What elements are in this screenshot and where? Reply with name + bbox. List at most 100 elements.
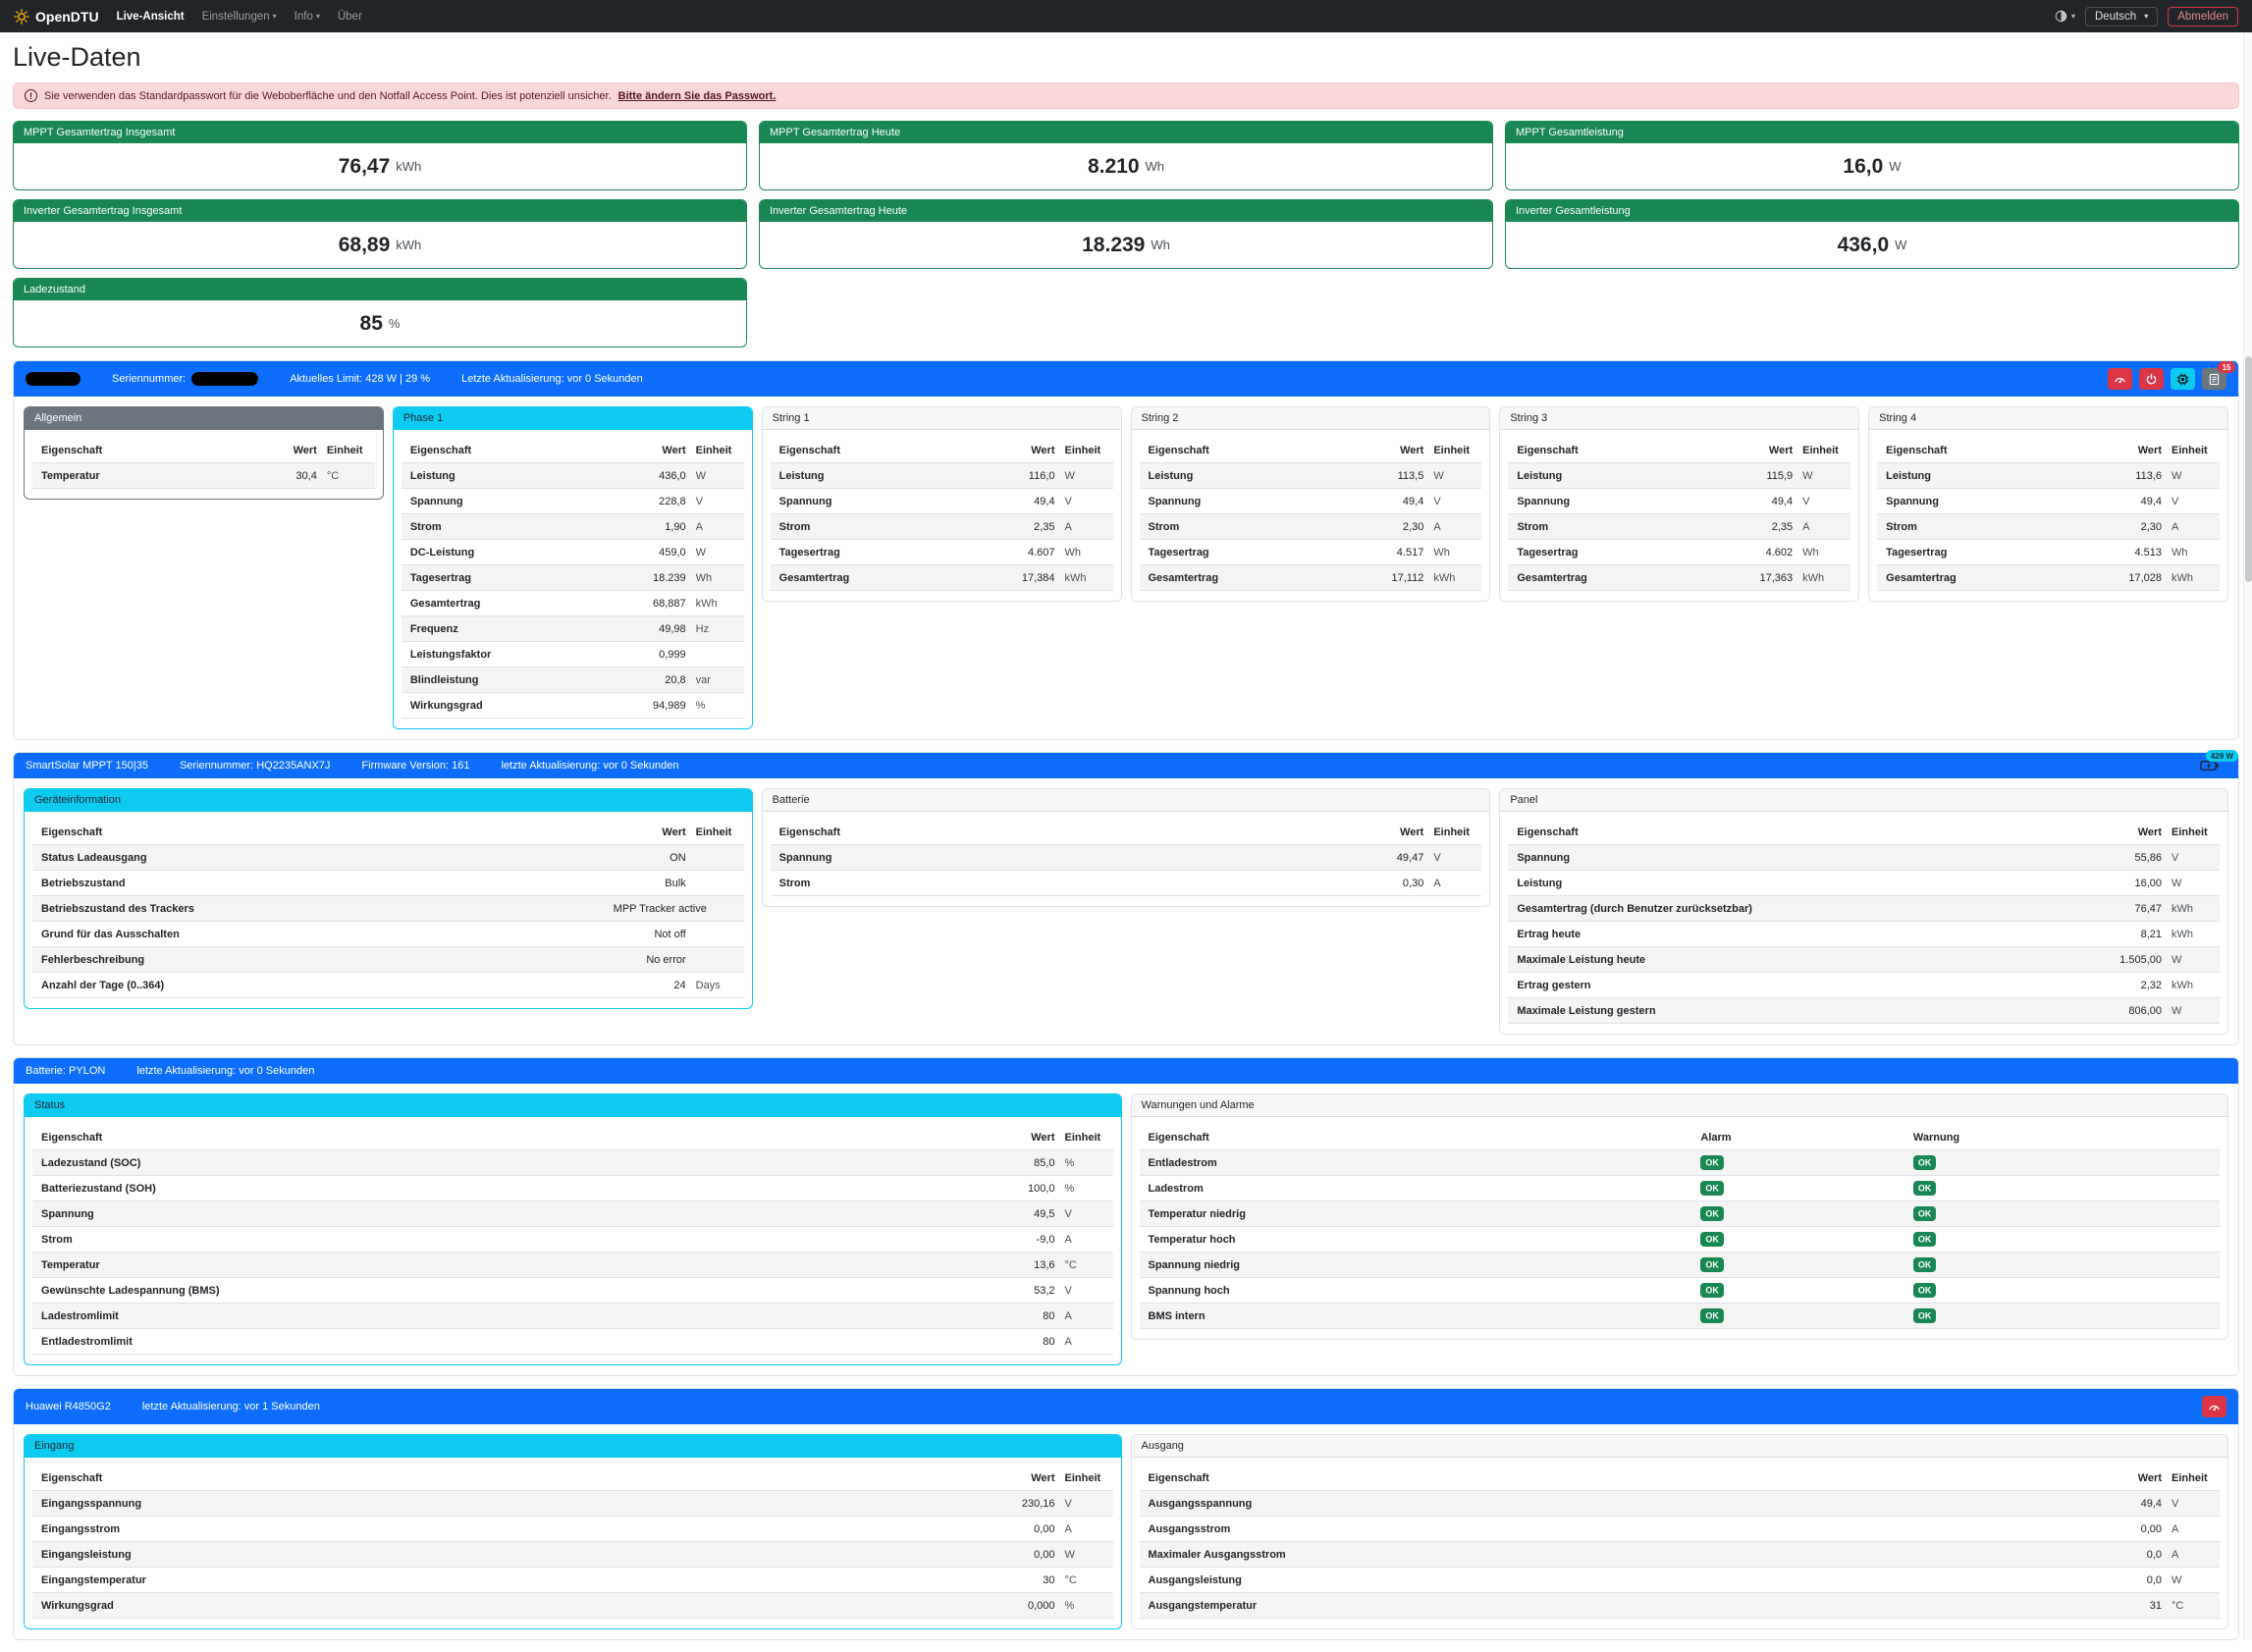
nav-item-ueber[interactable]: Über	[337, 10, 362, 23]
property-name: Gewünschte Ladespannung (BMS)	[41, 1284, 220, 1297]
change-password-link[interactable]: Bitte ändern Sie das Passwort.	[617, 89, 777, 102]
ok-badge: OK	[1912, 1206, 1937, 1221]
property-unit: A	[1064, 1522, 1072, 1535]
property-value: 2,35	[1034, 520, 1055, 533]
table-row: Ausgangstemperatur 31 °C	[1139, 1593, 2220, 1619]
property-name: Leistung	[1148, 469, 1194, 482]
property-name: Ertrag gestern	[1517, 979, 1591, 991]
column-header: Eigenschaft	[409, 444, 472, 456]
mppt-firmware: Firmware Version: 161	[361, 760, 470, 772]
output-table: Eigenschaft Wert Einheit Ausgangsspannung 49…	[1139, 1465, 2220, 1619]
inverter-panel-body: Allgemein Eigenschaft Wert Einheit Temperat…	[14, 397, 2238, 739]
table-header-row: Eigenschaft Alarm Warnung	[1139, 1125, 2220, 1150]
property-unit: kWh	[2172, 928, 2193, 940]
card-value: 436,0	[1837, 233, 1890, 256]
table-row: Temperatur niedrig OK OK	[1139, 1201, 2220, 1227]
property-unit: V	[2172, 495, 2179, 507]
property-value: MPP Tracker active	[613, 902, 707, 915]
property-value: 49,4	[2140, 1497, 2162, 1510]
property-value: 16,00	[2134, 877, 2162, 889]
property-name: Maximale Leistung heute	[1517, 953, 1646, 966]
table-row: Ausgangsspannung 49,4 V	[1139, 1491, 2220, 1517]
card-mppt-ertrag-heute: MPPT Gesamtertrag Heute 8.210 Wh	[759, 121, 1493, 190]
nav-item-einstellungen[interactable]: Einstellungen ▾	[201, 10, 277, 23]
table-row: Leistung 436,0 W	[401, 463, 744, 489]
table-row: Gesamtertrag 68,887 kWh	[401, 591, 744, 616]
property-name: Spannung	[1148, 495, 1202, 507]
property-unit: V	[2172, 1497, 2179, 1510]
mppt-panel-header: SmartSolar MPPT 150|35 Seriennummer: HQ2…	[14, 750, 2238, 778]
set-power-button[interactable]	[2202, 1396, 2226, 1417]
summary-cards-grid: MPPT Gesamtertrag Insgesamt 76,47 kWh MPP…	[13, 121, 2239, 347]
table-row: Maximale Leistung heute 1.505,00 W	[1508, 947, 2220, 973]
brand-link[interactable]: OpenDTU	[14, 9, 99, 25]
table-row: Spannung 49,4 V	[1877, 489, 2220, 514]
table-row: Blindleistung 20,8 var	[401, 667, 744, 693]
property-value: 49,4	[1402, 495, 1424, 507]
property-value: 0,999	[659, 648, 686, 661]
property-unit: V	[695, 495, 703, 507]
table-row: Ladezustand (SOC) 85,0%	[32, 1150, 1113, 1176]
psu-actions	[2202, 1396, 2226, 1417]
card-eingang: Eingang Eigenschaft Wert Einheit Eingangssp…	[24, 1434, 1122, 1629]
property-unit: W	[1064, 469, 1075, 482]
warning-cell: OK	[1912, 1308, 2211, 1323]
property-name: Wirkungsgrad	[41, 1599, 114, 1612]
property-name: Maximaler Ausgangsstrom	[1148, 1548, 1286, 1561]
property-unit: kWh	[1064, 571, 1087, 584]
card-header: Inverter Gesamtertrag Insgesamt	[14, 200, 746, 222]
property-name: Blindleistung	[409, 673, 479, 686]
property-name: Status Ladeausgang	[41, 851, 147, 864]
card-phase-1: Phase 1 Eigenschaft Wert Einheit Leistung 43…	[392, 406, 753, 729]
property-value: 459,0	[659, 546, 686, 559]
table-row: Anzahl der Tage (0..364) 24 Days	[32, 973, 744, 998]
power-button[interactable]	[2139, 368, 2164, 390]
property-name: Betriebszustand des Trackers	[41, 902, 194, 915]
table-row: Strom 0,30 A	[770, 871, 1482, 896]
property-name: Ausgangsstrom	[1148, 1522, 1231, 1535]
property-value: 4.517	[1396, 546, 1424, 559]
property-unit: %	[1064, 1599, 1075, 1612]
property-name: Entladestromlimit	[41, 1335, 133, 1348]
column-header: Einheit	[1433, 826, 1470, 838]
property-name: Leistung	[1886, 469, 1931, 482]
property-value: 85,0	[1034, 1156, 1055, 1169]
table-row: Strom 2,35 A	[770, 514, 1113, 540]
inverter-actions: 15	[2108, 361, 2235, 390]
panel-table: Eigenschaft Wert Einheit Spannung 55,86 V Leis…	[1508, 820, 2220, 1024]
column-header: Wert	[662, 444, 686, 456]
table-row: Gesamtertrag 17,112 kWh	[1139, 565, 1482, 591]
property-name: Spannung	[1886, 495, 1939, 507]
chevron-down-icon: ▾	[272, 11, 277, 21]
table-row: Temperatur 30,4 °C	[32, 463, 375, 489]
eventlog-button[interactable]: 15	[2202, 361, 2235, 390]
vertical-scrollbar[interactable]	[2243, 32, 2252, 1640]
card-batterie: Batterie Eigenschaft Wert Einheit Spannung 4…	[761, 788, 1491, 907]
property-unit: %	[695, 699, 706, 712]
nav-item-live-ansicht[interactable]: Live-Ansicht	[116, 10, 185, 23]
theme-toggle[interactable]: ▾	[2055, 10, 2075, 23]
scrollbar-thumb[interactable]	[2245, 356, 2252, 582]
set-limit-button[interactable]	[2108, 368, 2132, 390]
card-title: String 3	[1500, 407, 1859, 430]
language-select[interactable]: Deutsch ▾	[2085, 6, 2159, 27]
device-info-button[interactable]	[2171, 368, 2195, 390]
logout-button[interactable]: Abmelden	[2168, 6, 2238, 27]
table-row: Gesamtertrag 17,028 kWh	[1877, 565, 2220, 591]
warning-cell: OK	[1912, 1181, 2211, 1196]
table-row: Entladestrom OK OK	[1139, 1150, 2220, 1176]
card-unit: Wh	[1145, 159, 1165, 174]
property-value: 1.505,00	[2119, 953, 2162, 966]
property-name: DC-Leistung	[409, 546, 475, 559]
property-name: Batteriezustand (SOH)	[41, 1182, 156, 1195]
property-unit: V	[1064, 1284, 1072, 1297]
table-row: Leistungsfaktor 0,999	[401, 642, 744, 667]
card-unit: kWh	[396, 238, 422, 252]
property-name: Temperatur	[41, 469, 100, 482]
card-title: Eingang	[25, 1435, 1121, 1458]
string-3-table: Eigenschaft Wert Einheit Leistung 115,9 W Span…	[1508, 438, 1851, 591]
property-name: Temperatur niedrig	[1148, 1207, 1246, 1220]
column-header: Eigenschaft	[778, 826, 841, 838]
nav-item-info[interactable]: Info ▾	[294, 10, 320, 23]
ok-badge: OK	[1700, 1308, 1724, 1323]
